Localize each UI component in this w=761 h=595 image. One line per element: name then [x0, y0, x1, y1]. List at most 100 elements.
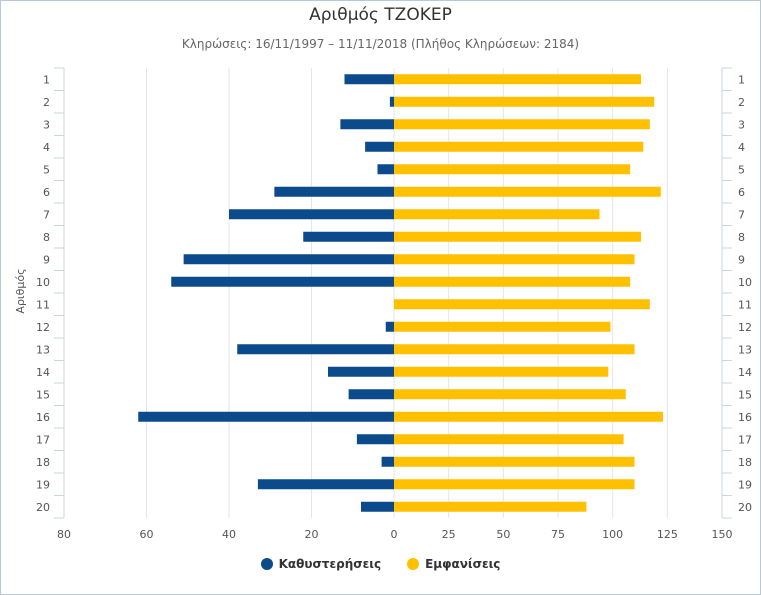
y-tick-label-left: 8	[43, 231, 50, 244]
y-tick-label-right: 17	[738, 433, 752, 446]
bar-appearances[interactable]	[394, 209, 600, 220]
bar-appearances[interactable]	[394, 366, 609, 377]
chart-subtitle: Κληρώσεις: 16/11/1997 – 11/11/2018 (Πλήθ…	[181, 37, 580, 51]
y-tick-label-left: 1	[43, 73, 50, 86]
x-tick-label-left: 60	[140, 528, 154, 541]
y-tick-label-right: 20	[738, 501, 752, 514]
bar-appearances[interactable]	[394, 456, 635, 467]
y-tick-label-right: 7	[738, 208, 745, 221]
y-tick-label-left: 10	[36, 276, 50, 289]
bar-delays[interactable]	[385, 321, 394, 332]
bar-appearances[interactable]	[394, 434, 624, 445]
y-tick-label-left: 18	[36, 456, 50, 469]
bar-delays[interactable]	[303, 231, 394, 242]
x-tick-label-right: 50	[496, 528, 510, 541]
bar-appearances[interactable]	[394, 164, 631, 175]
bar-appearances[interactable]	[394, 411, 663, 422]
y-tick-label-left: 16	[36, 411, 50, 424]
bar-delays[interactable]	[340, 119, 394, 130]
y-tick-label-right: 3	[738, 118, 745, 131]
bar-appearances[interactable]	[394, 74, 642, 85]
bar-appearances[interactable]	[394, 119, 650, 130]
y-tick-label-right: 9	[738, 253, 745, 266]
y-tick-label-left: 4	[43, 141, 50, 154]
x-tick-label-left: 80	[57, 528, 71, 541]
bar-delays[interactable]	[356, 434, 394, 445]
legend-dot-appearances	[407, 558, 420, 570]
y-tick-label-right: 18	[738, 456, 752, 469]
bar-appearances[interactable]	[394, 254, 635, 265]
x-tick-label-right: 75	[551, 528, 565, 541]
bar-appearances[interactable]	[394, 321, 611, 332]
legend-label-appearances: Εμφανίσεις	[425, 557, 501, 571]
bar-appearances[interactable]	[394, 299, 650, 310]
legend-dot-delays	[260, 558, 273, 570]
y-tick-label-right: 1	[738, 73, 745, 86]
bar-delays[interactable]	[183, 254, 394, 265]
legend-item-appearances[interactable]: Εμφανίσεις	[407, 557, 500, 571]
chart-title: Αριθμός ΤΖΟΚΕΡ	[309, 5, 452, 25]
y-tick-label-left: 3	[43, 118, 50, 131]
y-tick-label-right: 15	[738, 388, 752, 401]
bar-delays[interactable]	[377, 164, 395, 175]
bar-delays[interactable]	[171, 276, 394, 287]
bar-delays[interactable]	[237, 344, 394, 355]
y-tick-label-left: 19	[36, 478, 50, 491]
legend-item-delays[interactable]: Καθυστερήσεις	[260, 557, 382, 571]
y-tick-label-left: 11	[36, 298, 50, 311]
y-tick-label-left: 15	[36, 388, 50, 401]
bar-delays[interactable]	[344, 74, 395, 85]
bar-delays[interactable]	[257, 479, 394, 490]
y-tick-label-left: 5	[43, 163, 50, 176]
bar-appearances[interactable]	[394, 344, 635, 355]
legend-label-delays: Καθυστερήσεις	[278, 557, 382, 571]
y-tick-label-right: 14	[738, 366, 752, 379]
bar-appearances[interactable]	[394, 389, 626, 400]
bar-appearances[interactable]	[394, 186, 661, 197]
y-tick-label-right: 2	[738, 96, 745, 109]
bar-delays[interactable]	[365, 141, 394, 152]
y-tick-label-right: 6	[738, 186, 745, 199]
y-tick-label-right: 19	[738, 478, 752, 491]
y-axis-label: Αριθμός	[14, 268, 27, 313]
y-tick-label-left: 14	[36, 366, 50, 379]
y-tick-label-right: 11	[738, 298, 752, 311]
bar-appearances[interactable]	[394, 96, 655, 107]
y-tick-label-left: 20	[36, 501, 50, 514]
y-tick-label-left: 6	[43, 186, 50, 199]
legend: Καθυστερήσεις Εμφανίσεις	[1, 557, 760, 571]
x-tick-label-right: 150	[712, 528, 733, 541]
x-tick-label-right: 125	[657, 528, 678, 541]
y-tick-label-right: 16	[738, 411, 752, 424]
bar-appearances[interactable]	[394, 501, 587, 512]
bar-appearances[interactable]	[394, 231, 642, 242]
y-tick-label-left: 9	[43, 253, 50, 266]
bar-appearances[interactable]	[394, 141, 644, 152]
y-tick-label-left: 7	[43, 208, 50, 221]
y-tick-label-right: 10	[738, 276, 752, 289]
bar-delays[interactable]	[361, 501, 394, 512]
bar-delays[interactable]	[138, 411, 394, 422]
y-tick-label-right: 13	[738, 343, 752, 356]
y-tick-label-right: 12	[738, 321, 752, 334]
bar-delays[interactable]	[229, 209, 394, 220]
bar-appearances[interactable]	[394, 479, 635, 490]
x-tick-label-right: 100	[602, 528, 623, 541]
bar-delays[interactable]	[381, 456, 394, 467]
y-tick-label-right: 4	[738, 141, 745, 154]
x-tick-label-right: 25	[442, 528, 456, 541]
bar-delays[interactable]	[274, 186, 394, 197]
x-tick-label-left: 0	[391, 528, 398, 541]
y-tick-label-left: 17	[36, 433, 50, 446]
bar-delays[interactable]	[348, 389, 394, 400]
y-tick-label-left: 13	[36, 343, 50, 356]
y-tick-label-left: 2	[43, 96, 50, 109]
bar-delays[interactable]	[389, 96, 394, 107]
y-tick-label-right: 5	[738, 163, 745, 176]
bar-delays[interactable]	[328, 366, 394, 377]
y-tick-label-left: 12	[36, 321, 50, 334]
x-tick-label-left: 40	[222, 528, 236, 541]
bar-appearances[interactable]	[394, 276, 631, 287]
